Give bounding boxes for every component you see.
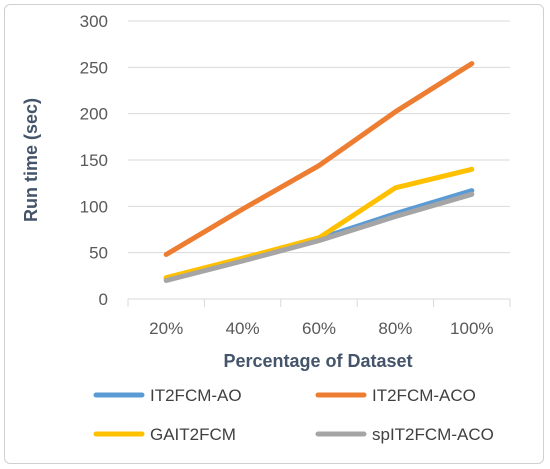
gridlines xyxy=(128,20,510,300)
x-axis-title: Percentage of Dataset xyxy=(223,351,412,371)
y-tick-label: 200 xyxy=(80,105,108,124)
y-tick-label: 50 xyxy=(89,244,108,263)
x-tick-label: 40% xyxy=(226,319,260,338)
legend-label: IT2FCM-AO xyxy=(150,386,242,405)
y-tick-label: 0 xyxy=(99,290,108,309)
y-tick-label: 250 xyxy=(80,58,108,77)
x-tick-label: 60% xyxy=(302,319,336,338)
chart-frame xyxy=(4,4,544,464)
y-tick-label: 100 xyxy=(80,197,108,216)
x-tick-label: 100% xyxy=(450,319,493,338)
y-tick-label: 300 xyxy=(80,12,108,31)
x-tick-label: 20% xyxy=(149,319,183,338)
series-line-gait2fcm xyxy=(163,166,475,281)
y-tick-label: 150 xyxy=(80,151,108,170)
x-tick-labels: 20% 40% 60% 80% 100% xyxy=(127,299,511,338)
series-lines xyxy=(163,61,475,283)
x-tick-label: 80% xyxy=(378,319,412,338)
legend-label: IT2FCM-ACO xyxy=(372,386,476,405)
legend-label: spIT2FCM-ACO xyxy=(372,425,494,444)
y-tick-labels: 0 50 100 150 200 250 300 xyxy=(80,12,108,309)
legend-label: GAIT2FCM xyxy=(150,425,236,444)
series-line-spit2fcm-aco xyxy=(163,191,475,283)
legend: IT2FCM-AO IT2FCM-ACO GAIT2FCM spIT2FCM-ACO xyxy=(93,386,494,444)
y-axis-title: Run time (sec) xyxy=(21,98,41,222)
series-line-it2fcm-aco xyxy=(163,61,475,257)
